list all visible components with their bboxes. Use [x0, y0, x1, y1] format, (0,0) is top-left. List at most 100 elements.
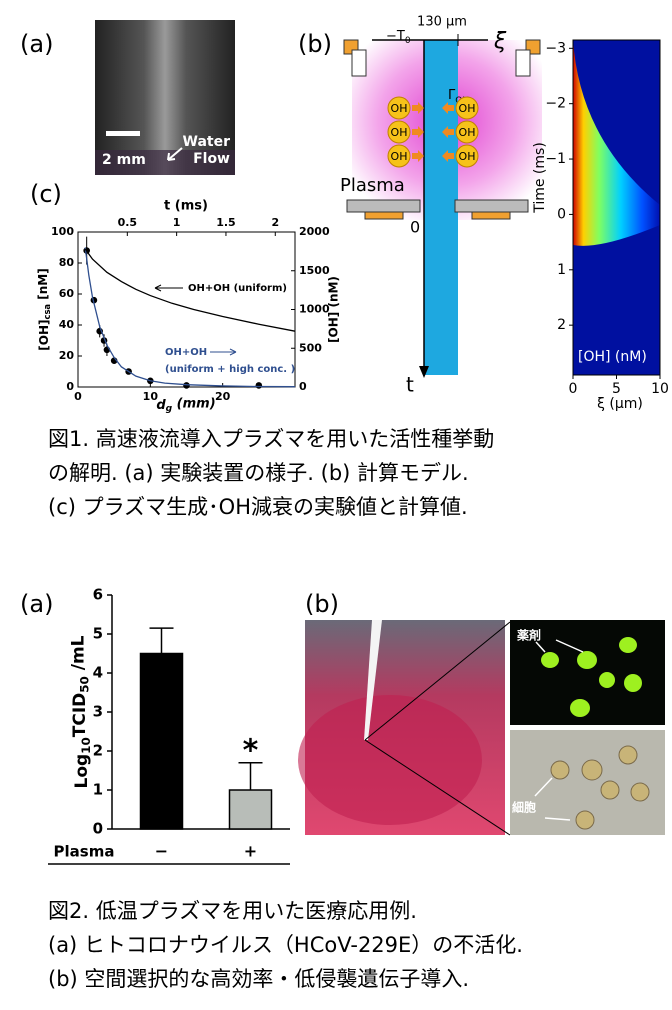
y-axis-label: [OH]csa [nM]	[35, 268, 51, 350]
panel-label: (a)	[20, 590, 53, 618]
x-tick-label: 10	[143, 390, 159, 403]
zoom-line	[364, 739, 511, 836]
electrode	[515, 49, 531, 77]
y-tick-label: 0	[557, 206, 566, 222]
x-tick-label: 0	[74, 390, 82, 403]
curve	[84, 247, 296, 388]
y-tick-label: 1	[557, 262, 566, 278]
heatmap-field	[573, 40, 660, 246]
flux-arrow	[412, 150, 424, 162]
x-tick-label: 10	[651, 381, 669, 397]
cell-arrow	[534, 777, 571, 821]
curve	[84, 248, 296, 332]
cell-label: 細胞	[512, 800, 536, 815]
x-tick-label: 20	[215, 390, 231, 403]
y-axis-label-part: 50	[77, 676, 91, 693]
panel-label: (b)	[298, 30, 332, 58]
drug-label: 薬剤	[517, 628, 541, 643]
y-tick-label: 20	[59, 349, 75, 362]
x-axis-label-part: (mm)	[172, 396, 216, 411]
y-tick-label: 0	[93, 820, 103, 838]
y-tick-label: 3	[93, 703, 103, 721]
flow-label: Water	[183, 134, 231, 150]
annotation-arrow	[154, 284, 183, 292]
y-axis-label-part: [nM]	[35, 268, 49, 304]
y-tick-label: 6	[93, 586, 103, 604]
x-axis-label-part: d	[156, 398, 166, 413]
y-tick-label: 80	[59, 256, 75, 269]
x-tick-label: 5	[612, 381, 621, 397]
x-axis-label: ξ (μm)	[597, 396, 643, 412]
annotation: OH+OH	[165, 347, 207, 358]
needle	[364, 620, 382, 740]
width-label: 130 μm	[417, 15, 467, 30]
category-label: −	[155, 842, 168, 861]
panel-label: (c)	[30, 180, 62, 208]
y-tick-label: 60	[59, 287, 75, 300]
electrode	[454, 199, 529, 213]
panel-label: (a)	[20, 30, 53, 58]
electrode	[346, 199, 421, 213]
x2-tick-label: 0.5	[118, 216, 138, 229]
x-tick-label: 0	[569, 381, 578, 397]
x2-tick-label: 1.5	[216, 216, 236, 229]
x2-tick-label: 1	[173, 216, 181, 229]
x-axis-label-part: g	[166, 404, 173, 414]
flux-arrow	[412, 102, 424, 114]
flux-arrow	[442, 126, 454, 138]
y-tick-label: 100	[51, 225, 74, 238]
significance: *	[243, 734, 259, 769]
y-tick-label: −2	[545, 96, 566, 112]
cells	[550, 745, 650, 830]
flux-arrow	[442, 150, 454, 162]
electrode	[351, 49, 367, 77]
data-point	[183, 382, 190, 389]
annotation: (uniform + high conc. )	[165, 364, 295, 375]
caption-line: 図2. 低温プラズマを用いた医療応用例.	[48, 899, 417, 923]
y-tick-label: 2	[557, 317, 566, 333]
zoom-line	[364, 621, 511, 741]
y-axis-label-part: [OH]	[37, 320, 51, 351]
caption-line: (b) 空間選択的な高効率・低侵襲遺伝子導入.	[48, 967, 469, 991]
caption-line: 図1. 高速液流導入プラズマを用いた活性種挙動	[48, 427, 494, 451]
y2-tick-label: 1500	[299, 264, 330, 277]
t0-label: −T0	[386, 29, 411, 46]
y-tick-label: −3	[545, 40, 566, 56]
oh-circle	[387, 120, 411, 144]
category-label: +	[244, 842, 257, 861]
y-axis-label-part: Log	[72, 754, 92, 789]
y-tick-label: 2	[93, 742, 103, 760]
gamma-main: Γ	[448, 88, 456, 103]
t-arrow	[419, 366, 429, 378]
y-tick-label: 40	[59, 318, 75, 331]
plasma-label: Plasma	[340, 175, 405, 196]
y-axis-label-part: 10	[79, 737, 93, 754]
flux-arrow	[442, 102, 454, 114]
x2-axis-label: t (ms)	[164, 199, 208, 214]
dish	[298, 695, 482, 825]
oh-label: OH	[391, 150, 408, 163]
colorbar-label: [OH] (nM)	[578, 349, 647, 365]
t0-sub: 0	[405, 36, 411, 46]
flux-arrow	[412, 126, 424, 138]
oh-circle	[387, 144, 411, 168]
caption-line: (c) プラズマ生成･OH減衰の実験値と計算値.	[48, 495, 468, 519]
y2-axis-label: [OH] (nM)	[327, 276, 341, 343]
oh-label: OH	[459, 102, 476, 115]
y2-tick-label: 2000	[299, 225, 330, 238]
flow-label: Flow	[193, 151, 230, 167]
oh-label: OH	[459, 126, 476, 139]
t-label: t	[406, 373, 414, 397]
y-axis-label-part: /mL	[68, 635, 88, 676]
caption-line: (a) ヒトコロナウイルス（HCoV-229E）の不活化.	[48, 933, 523, 957]
annotation-arrow	[210, 348, 237, 356]
y-tick-label: −1	[545, 151, 566, 167]
zero-label: 0	[410, 218, 420, 237]
caption-line: の解明. (a) 実験装置の様子. (b) 計算モデル.	[48, 461, 469, 485]
t0-main: −T	[386, 29, 405, 44]
y-axis-label-part: TCID	[70, 693, 90, 738]
oh-circle	[455, 144, 479, 168]
bar	[228, 789, 273, 830]
